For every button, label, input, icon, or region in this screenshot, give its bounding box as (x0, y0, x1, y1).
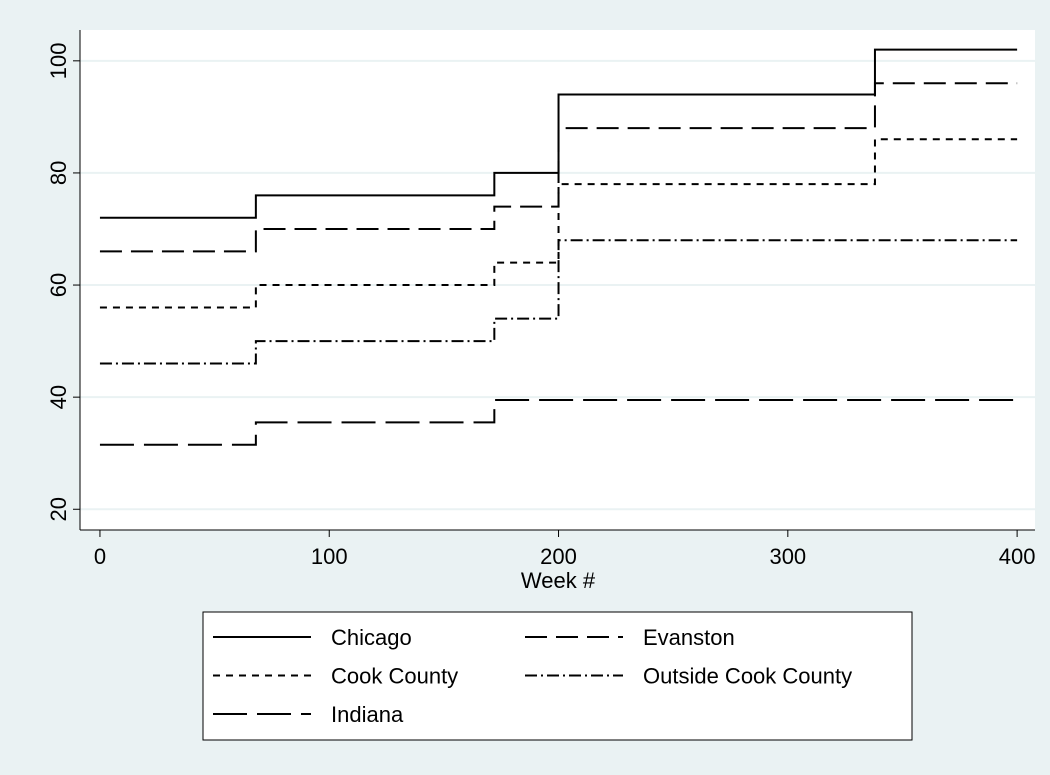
series-line (99, 398, 1018, 446)
legend-label: Indiana (331, 702, 404, 727)
legend-label: Chicago (331, 625, 412, 650)
legend-label: Evanston (643, 625, 735, 650)
plot-area (80, 30, 1035, 530)
y-tick-label: 40 (46, 385, 71, 409)
series-line (99, 239, 1018, 365)
x-tick-label: 0 (94, 544, 106, 569)
y-tick-label: 60 (46, 273, 71, 297)
x-tick-label: 100 (311, 544, 348, 569)
x-tick-label: 400 (999, 544, 1036, 569)
series-line (99, 138, 1018, 309)
x-axis-title: Week # (521, 568, 596, 593)
y-tick-label: 80 (46, 161, 71, 185)
y-tick-label: 100 (46, 42, 71, 79)
x-tick-label: 200 (540, 544, 577, 569)
x-tick-label: 300 (769, 544, 806, 569)
legend-label: Outside Cook County (643, 664, 852, 689)
y-tick-label: 20 (46, 497, 71, 521)
series-line (99, 82, 1018, 253)
legend-label: Cook County (331, 664, 458, 689)
series-line (99, 48, 1018, 219)
